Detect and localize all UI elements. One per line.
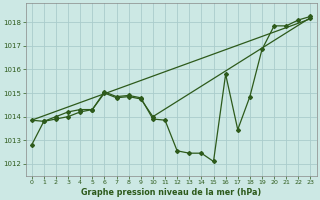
X-axis label: Graphe pression niveau de la mer (hPa): Graphe pression niveau de la mer (hPa) xyxy=(81,188,261,197)
